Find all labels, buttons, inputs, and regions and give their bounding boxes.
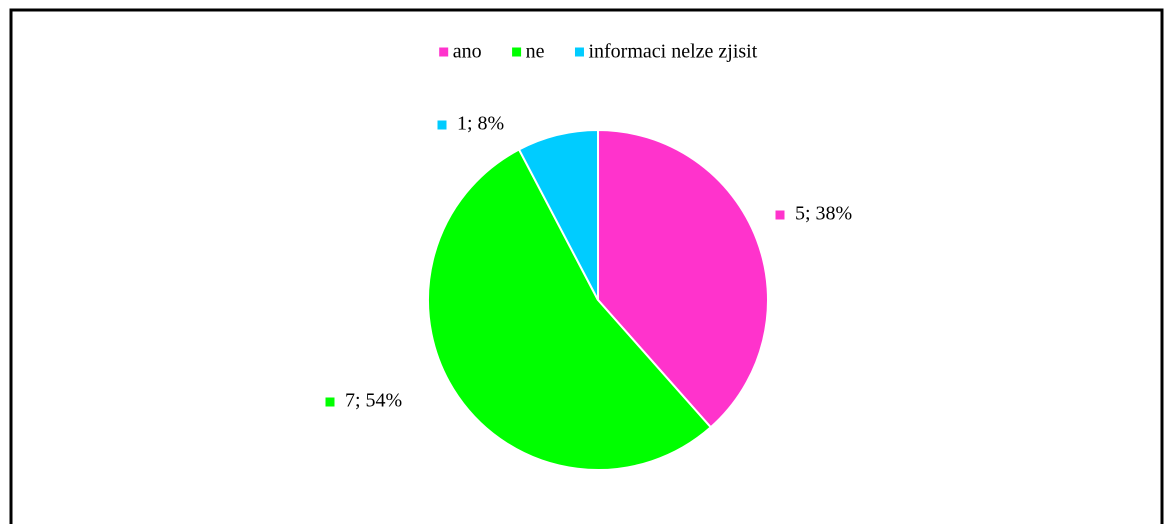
data-label: 5; 38%	[795, 203, 852, 225]
legend-label: ne	[526, 41, 545, 63]
legend-swatch	[511, 46, 523, 58]
legend-label: informaci nelze zjisit	[588, 41, 757, 63]
data-label-key	[436, 119, 448, 131]
data-label: 1; 8%	[457, 113, 504, 135]
pie-slice	[427, 148, 713, 471]
legend-swatch	[573, 46, 585, 58]
pie-slice	[517, 128, 599, 301]
data-label: 7; 54%	[345, 390, 402, 412]
legend-swatch	[438, 46, 450, 58]
pie-slice	[597, 128, 769, 429]
data-label-key	[774, 209, 786, 221]
legend-label: ano	[453, 41, 482, 63]
data-label-key	[324, 396, 336, 408]
